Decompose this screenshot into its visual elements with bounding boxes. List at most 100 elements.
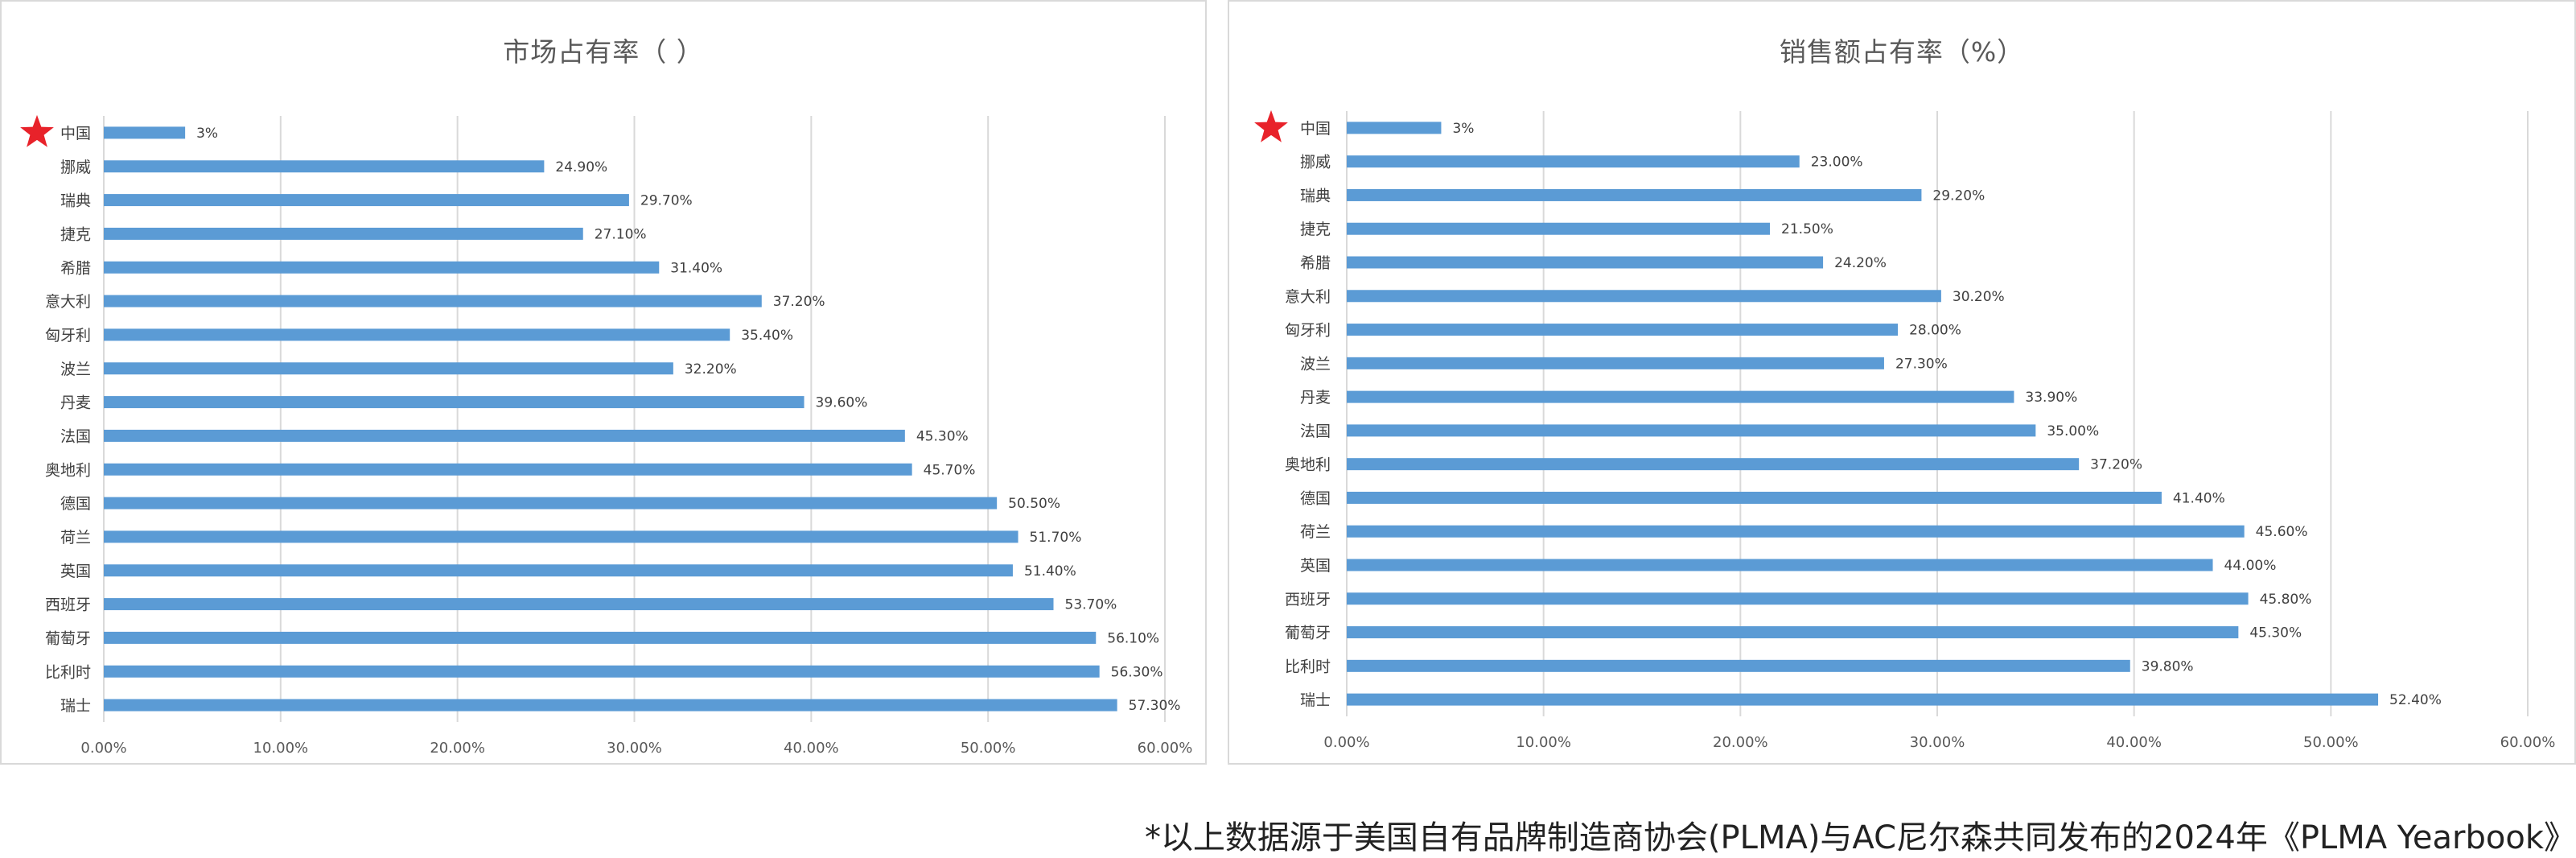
bar xyxy=(1347,155,1800,168)
data-label: 3% xyxy=(196,126,218,142)
source-footnote: *以上数据源于美国自有品牌制造商协会(PLMA)与AC尼尔森共同发布的2024年… xyxy=(1144,819,2576,856)
data-label: 39.60% xyxy=(816,395,868,411)
star-icon xyxy=(20,114,54,147)
bar xyxy=(104,530,1018,543)
category-label: 法国 xyxy=(1300,423,1331,440)
category-label: 瑞士 xyxy=(1300,691,1331,709)
bar xyxy=(1347,256,1824,269)
bar xyxy=(1347,626,2239,639)
category-label: 中国 xyxy=(1300,120,1331,138)
bar xyxy=(104,126,186,139)
bar xyxy=(1347,122,1442,134)
category-label: 挪威 xyxy=(1300,154,1331,171)
data-label: 35.00% xyxy=(2047,423,2099,439)
bar xyxy=(104,362,673,375)
category-label: 捷克 xyxy=(1300,221,1331,238)
chart-title: 市场占有率（ ） xyxy=(503,36,704,68)
x-tick-label: 50.00% xyxy=(2303,734,2359,751)
x-tick-label: 20.00% xyxy=(1713,734,1768,751)
data-label: 24.20% xyxy=(1834,255,1887,271)
data-label: 57.30% xyxy=(1129,698,1181,714)
bar xyxy=(104,699,1117,712)
bar xyxy=(104,497,998,509)
chart-title: 销售额占有率（%） xyxy=(1779,36,2025,68)
data-label: 29.20% xyxy=(1932,188,1985,204)
x-tick-label: 40.00% xyxy=(784,740,839,757)
data-label: 39.80% xyxy=(2142,658,2194,674)
category-label: 希腊 xyxy=(60,259,91,277)
data-label: 33.90% xyxy=(2025,390,2077,406)
x-tick-label: 50.00% xyxy=(961,740,1016,757)
data-label: 53.70% xyxy=(1065,597,1117,613)
x-tick-label: 30.00% xyxy=(1910,734,1965,751)
bar xyxy=(1347,222,1771,235)
data-label: 24.90% xyxy=(555,159,607,175)
data-label: 37.20% xyxy=(2090,457,2142,473)
data-label: 50.50% xyxy=(1008,496,1060,512)
data-label: 44.00% xyxy=(2224,558,2277,574)
bar xyxy=(1347,290,1941,303)
bar xyxy=(1347,693,2379,706)
bar xyxy=(104,598,1054,611)
category-label: 丹麦 xyxy=(1300,389,1331,406)
data-label: 45.80% xyxy=(2260,592,2312,608)
category-label: 奥地利 xyxy=(1285,456,1331,474)
bar xyxy=(104,295,762,307)
bar xyxy=(1347,424,2036,437)
data-label: 29.70% xyxy=(640,193,693,209)
category-label: 英国 xyxy=(1300,557,1331,575)
market-share-chart: 0.00% 10.00% 20.00% 30.00% 40.00% 50.00% 60.00… xyxy=(20,114,1193,757)
bar xyxy=(104,194,629,207)
category-label: 比利时 xyxy=(45,663,91,681)
data-label: 56.30% xyxy=(1111,664,1163,680)
category-label: 葡萄牙 xyxy=(45,629,91,647)
data-label: 51.40% xyxy=(1024,563,1076,580)
data-label: 52.40% xyxy=(2389,692,2442,708)
category-label: 荷兰 xyxy=(60,529,91,547)
data-label: 45.30% xyxy=(916,428,969,444)
category-label: 德国 xyxy=(60,495,91,513)
data-label: 41.40% xyxy=(2173,490,2225,506)
category-label: 葡萄牙 xyxy=(1285,625,1331,642)
bar xyxy=(104,227,583,240)
x-tick-label: 20.00% xyxy=(430,740,485,757)
bar xyxy=(1347,659,2130,672)
category-label: 西班牙 xyxy=(1285,591,1331,608)
x-tick-label: 40.00% xyxy=(2106,734,2162,751)
data-label: 27.30% xyxy=(1895,356,1948,372)
category-label: 意大利 xyxy=(45,293,91,311)
x-tick-label: 0.00% xyxy=(80,740,126,757)
category-label: 瑞典 xyxy=(1300,187,1331,204)
bar xyxy=(104,429,905,442)
category-label: 波兰 xyxy=(1300,355,1331,373)
data-label: 21.50% xyxy=(1781,221,1833,237)
category-label: 法国 xyxy=(60,427,91,445)
category-label: 波兰 xyxy=(60,361,91,378)
data-label: 45.30% xyxy=(2249,625,2302,641)
category-label: 英国 xyxy=(60,563,91,580)
data-label: 31.40% xyxy=(670,260,722,276)
category-label: 比利时 xyxy=(1285,658,1331,675)
x-tick-label: 10.00% xyxy=(1516,734,1571,751)
bar xyxy=(104,160,545,173)
category-label: 丹麦 xyxy=(60,394,91,412)
data-label: 56.10% xyxy=(1107,630,1159,646)
bar xyxy=(1347,491,2162,504)
category-label: 匈牙利 xyxy=(1285,322,1331,340)
x-tick-label: 60.00% xyxy=(1138,740,1193,757)
category-label: 德国 xyxy=(1300,489,1331,507)
data-label: 45.70% xyxy=(924,462,976,478)
data-label: 30.20% xyxy=(1953,289,2005,305)
bar xyxy=(104,665,1100,678)
bar xyxy=(104,564,1013,577)
category-label: 奥地利 xyxy=(45,461,91,479)
bar xyxy=(104,463,912,476)
bar xyxy=(1347,458,2080,471)
data-label: 51.70% xyxy=(1030,530,1082,546)
data-label: 35.40% xyxy=(741,328,793,344)
bar xyxy=(104,261,660,274)
data-label: 23.00% xyxy=(1811,155,1863,171)
bar xyxy=(1347,592,2249,605)
x-tick-label: 30.00% xyxy=(607,740,662,757)
bar xyxy=(104,396,804,409)
